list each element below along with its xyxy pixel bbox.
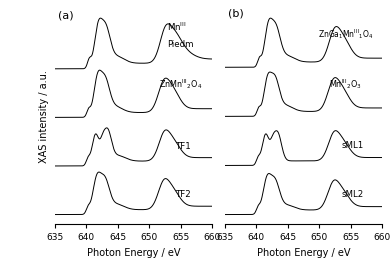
Text: ZnMn$^{\rm III}$$_2$O$_4$: ZnMn$^{\rm III}$$_2$O$_4$ — [159, 77, 202, 91]
Text: TF1: TF1 — [176, 142, 191, 151]
X-axis label: Photon Energy / eV: Photon Energy / eV — [257, 248, 350, 258]
Text: sML1: sML1 — [341, 141, 363, 150]
Text: ZnGa$_1$Mn$^{\rm III}$$_1$O$_4$: ZnGa$_1$Mn$^{\rm III}$$_1$O$_4$ — [318, 27, 374, 41]
Text: Mn$^{\rm III}$$_2$O$_3$: Mn$^{\rm III}$$_2$O$_3$ — [329, 77, 362, 91]
Text: Mn$^{\rm III}$: Mn$^{\rm III}$ — [167, 20, 186, 33]
Text: (b): (b) — [228, 9, 244, 19]
Text: (a): (a) — [58, 11, 73, 21]
Text: sML2: sML2 — [341, 190, 363, 199]
Text: TF2: TF2 — [176, 190, 191, 199]
Text: Piedm: Piedm — [167, 40, 193, 49]
X-axis label: Photon Energy / eV: Photon Energy / eV — [87, 248, 180, 258]
Y-axis label: XAS intensity / a.u.: XAS intensity / a.u. — [39, 70, 49, 163]
